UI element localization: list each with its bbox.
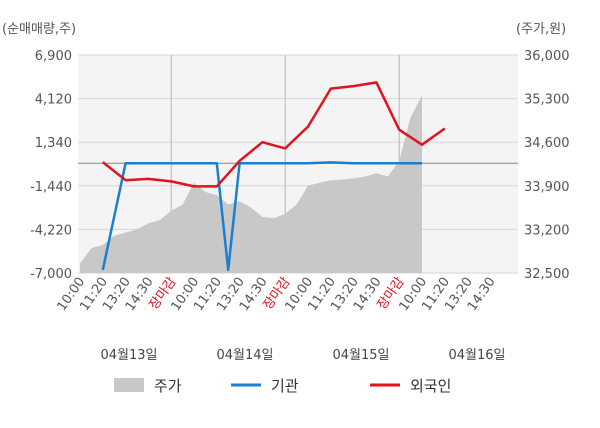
left-tick-label: 6,900 [35,49,72,64]
right-axis-unit: (주가,원) [516,22,566,37]
right-tick-label: 33,200 [524,223,570,238]
legend-swatch [114,378,144,392]
series-line-기관 [101,161,422,272]
date-label: 04월14일 [216,348,273,363]
right-tick-label: 32,500 [524,267,570,282]
right-tick-label: 34,600 [524,136,570,151]
price-area-series [80,95,422,273]
left-axis-ticks: 6,900 4,120 1,340 -1,440 -4,220 -7,000 [30,49,72,282]
date-label: 04월16일 [448,348,505,363]
x-axis-ticks: 10:0011:2013:2014:30장마감10:0011:2013:2014… [54,275,498,314]
price-area [80,95,422,273]
left-tick-label: -4,220 [30,223,72,238]
left-tick-label: 4,120 [35,93,72,108]
right-tick-label: 33,900 [524,180,570,195]
legend: 주가 기관 외국인 [114,377,451,395]
left-axis-unit: (순매매량,주) [2,22,76,37]
date-label: 04월13일 [100,348,157,363]
left-tick-label: -1,440 [30,180,72,195]
right-tick-label: 36,000 [524,49,570,64]
date-label: 04월15일 [332,348,389,363]
flow-line-series [101,81,446,272]
right-tick-label: 35,300 [524,93,570,108]
left-tick-label: -7,000 [30,267,72,282]
right-axis-ticks: 36,000 35,300 34,600 33,900 33,200 32,500 [524,49,570,282]
legend-label: 기관 [271,377,299,395]
series-line-외국인 [102,81,446,188]
legend-label: 외국인 [410,377,451,395]
date-labels: 04월13일 04월14일 04월15일 04월16일 [100,348,505,363]
left-tick-label: 1,340 [35,136,72,151]
legend-label: 주가 [154,377,182,395]
